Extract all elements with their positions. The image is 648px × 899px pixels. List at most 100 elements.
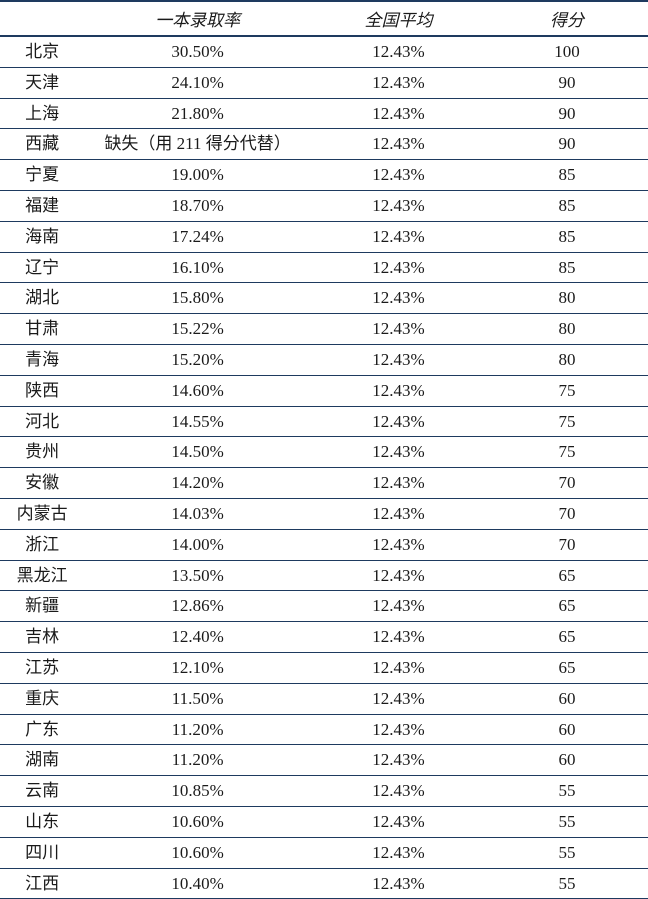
table-row: 西藏缺失（用 211 得分代替）12.43%90	[0, 129, 648, 160]
cell-national-average: 12.43%	[311, 560, 486, 591]
cell-admission-rate: 11.50%	[84, 683, 311, 714]
cell-province: 广东	[0, 714, 84, 745]
cell-admission-rate: 缺失（用 211 得分代替）	[84, 129, 311, 160]
cell-province: 辽宁	[0, 252, 84, 283]
cell-province: 湖南	[0, 745, 84, 776]
header-national-average: 全国平均	[311, 1, 486, 36]
cell-admission-rate: 15.22%	[84, 314, 311, 345]
cell-admission-rate: 30.50%	[84, 36, 311, 67]
table-row: 宁夏19.00%12.43%85	[0, 160, 648, 191]
cell-admission-rate: 13.50%	[84, 560, 311, 591]
cell-national-average: 12.43%	[311, 190, 486, 221]
table-body: 北京30.50%12.43%100天津24.10%12.43%90上海21.80…	[0, 36, 648, 899]
cell-province: 江西	[0, 868, 84, 899]
table-row: 湖北15.80%12.43%80	[0, 283, 648, 314]
cell-province: 内蒙古	[0, 498, 84, 529]
cell-national-average: 12.43%	[311, 314, 486, 345]
cell-province: 吉林	[0, 622, 84, 653]
table-row: 陕西14.60%12.43%75	[0, 375, 648, 406]
cell-national-average: 12.43%	[311, 806, 486, 837]
table-row: 黑龙江13.50%12.43%65	[0, 560, 648, 591]
cell-province: 西藏	[0, 129, 84, 160]
cell-admission-rate: 14.50%	[84, 437, 311, 468]
cell-national-average: 12.43%	[311, 375, 486, 406]
cell-national-average: 12.43%	[311, 714, 486, 745]
cell-province: 四川	[0, 837, 84, 868]
table-row: 吉林12.40%12.43%65	[0, 622, 648, 653]
table-header-row: 一本录取率 全国平均 得分	[0, 1, 648, 36]
cell-score: 75	[486, 406, 648, 437]
cell-score: 80	[486, 314, 648, 345]
table-row: 贵州14.50%12.43%75	[0, 437, 648, 468]
cell-admission-rate: 17.24%	[84, 221, 311, 252]
cell-national-average: 12.43%	[311, 837, 486, 868]
cell-score: 55	[486, 806, 648, 837]
cell-score: 65	[486, 560, 648, 591]
cell-admission-rate: 15.20%	[84, 344, 311, 375]
cell-admission-rate: 24.10%	[84, 67, 311, 98]
table-row: 内蒙古14.03%12.43%70	[0, 498, 648, 529]
table-row: 山东10.60%12.43%55	[0, 806, 648, 837]
cell-admission-rate: 10.40%	[84, 868, 311, 899]
cell-national-average: 12.43%	[311, 591, 486, 622]
cell-admission-rate: 10.60%	[84, 837, 311, 868]
table-row: 广东11.20%12.43%60	[0, 714, 648, 745]
cell-score: 60	[486, 714, 648, 745]
cell-score: 60	[486, 745, 648, 776]
cell-province: 上海	[0, 98, 84, 129]
cell-score: 75	[486, 375, 648, 406]
table-row: 新疆12.86%12.43%65	[0, 591, 648, 622]
cell-admission-rate: 14.55%	[84, 406, 311, 437]
cell-province: 重庆	[0, 683, 84, 714]
cell-admission-rate: 12.40%	[84, 622, 311, 653]
cell-national-average: 12.43%	[311, 498, 486, 529]
cell-score: 65	[486, 652, 648, 683]
cell-score: 70	[486, 468, 648, 499]
cell-province: 湖北	[0, 283, 84, 314]
cell-province: 海南	[0, 221, 84, 252]
cell-admission-rate: 14.00%	[84, 529, 311, 560]
table-row: 青海15.20%12.43%80	[0, 344, 648, 375]
table-row: 浙江14.00%12.43%70	[0, 529, 648, 560]
cell-national-average: 12.43%	[311, 67, 486, 98]
cell-admission-rate: 18.70%	[84, 190, 311, 221]
header-province	[0, 1, 84, 36]
cell-province: 安徽	[0, 468, 84, 499]
cell-province: 江苏	[0, 652, 84, 683]
cell-province: 甘肃	[0, 314, 84, 345]
cell-admission-rate: 11.20%	[84, 745, 311, 776]
cell-admission-rate: 14.03%	[84, 498, 311, 529]
cell-national-average: 12.43%	[311, 745, 486, 776]
cell-admission-rate: 10.60%	[84, 806, 311, 837]
cell-national-average: 12.43%	[311, 529, 486, 560]
cell-province: 河北	[0, 406, 84, 437]
admission-rate-table-container: 一本录取率 全国平均 得分 北京30.50%12.43%100天津24.10%1…	[0, 0, 648, 899]
cell-score: 65	[486, 622, 648, 653]
cell-score: 80	[486, 344, 648, 375]
cell-score: 85	[486, 190, 648, 221]
cell-admission-rate: 14.20%	[84, 468, 311, 499]
cell-national-average: 12.43%	[311, 406, 486, 437]
cell-national-average: 12.43%	[311, 252, 486, 283]
cell-admission-rate: 12.10%	[84, 652, 311, 683]
table-row: 福建18.70%12.43%85	[0, 190, 648, 221]
table-row: 重庆11.50%12.43%60	[0, 683, 648, 714]
cell-province: 黑龙江	[0, 560, 84, 591]
cell-province: 天津	[0, 67, 84, 98]
cell-province: 北京	[0, 36, 84, 67]
table-row: 海南17.24%12.43%85	[0, 221, 648, 252]
cell-admission-rate: 12.86%	[84, 591, 311, 622]
cell-score: 85	[486, 160, 648, 191]
cell-score: 100	[486, 36, 648, 67]
cell-admission-rate: 11.20%	[84, 714, 311, 745]
cell-score: 85	[486, 221, 648, 252]
cell-score: 90	[486, 98, 648, 129]
cell-province: 山东	[0, 806, 84, 837]
cell-province: 浙江	[0, 529, 84, 560]
admission-rate-table: 一本录取率 全国平均 得分 北京30.50%12.43%100天津24.10%1…	[0, 0, 648, 899]
header-admission-rate: 一本录取率	[84, 1, 311, 36]
table-row: 河北14.55%12.43%75	[0, 406, 648, 437]
cell-national-average: 12.43%	[311, 160, 486, 191]
table-row: 上海21.80%12.43%90	[0, 98, 648, 129]
cell-national-average: 12.43%	[311, 683, 486, 714]
